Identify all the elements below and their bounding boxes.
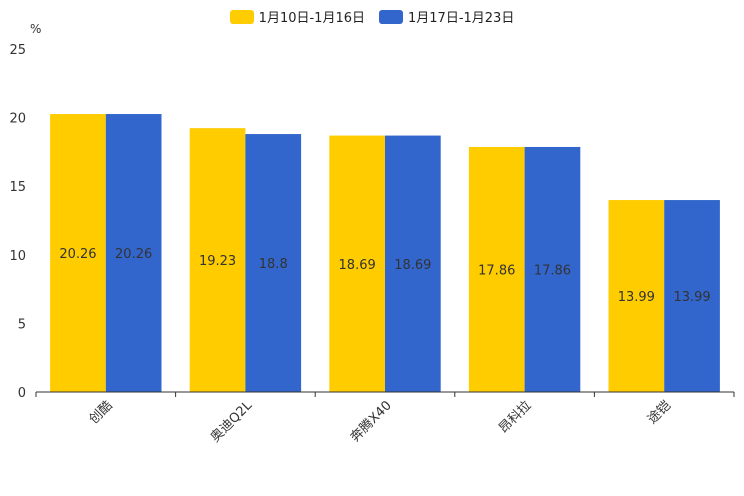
bar-2-2[interactable] bbox=[245, 134, 302, 392]
y-tick-label-10: 10 bbox=[9, 249, 26, 264]
legend-item-series-1[interactable]: 1月10日-1月16日 bbox=[229, 7, 365, 26]
y-tick-label-15: 15 bbox=[9, 180, 26, 195]
bar-1-5[interactable] bbox=[608, 200, 665, 392]
data-label-2-1: 20.26 bbox=[115, 247, 152, 262]
data-label-1-2: 19.23 bbox=[199, 254, 236, 269]
data-label-2-3: 18.69 bbox=[394, 258, 431, 273]
bar-1-4[interactable] bbox=[468, 146, 525, 392]
data-label-1-4: 17.86 bbox=[478, 263, 515, 278]
legend-swatch-series-2 bbox=[379, 9, 403, 24]
data-label-2-4: 17.86 bbox=[534, 263, 571, 278]
legend-label-series-1: 1月10日-1月16日 bbox=[258, 11, 365, 26]
x-tick-label-5: 途铠 bbox=[644, 398, 674, 428]
x-tick-label-4: 昂科拉 bbox=[496, 398, 534, 436]
bar-1-2[interactable] bbox=[189, 128, 246, 392]
legend-item-series-2[interactable]: 1月17日-1月23日 bbox=[379, 7, 514, 26]
data-label-1-5: 13.99 bbox=[618, 290, 655, 305]
bar-2-3[interactable] bbox=[385, 135, 441, 393]
legend: 1月10日-1月16日 1月17日-1月23日 bbox=[0, 7, 744, 26]
bar-2-4[interactable] bbox=[524, 146, 581, 392]
x-tick-label-2: 奥迪Q2L bbox=[208, 398, 256, 446]
data-label-2-5: 13.99 bbox=[673, 290, 710, 305]
y-tick-label-20: 20 bbox=[9, 112, 26, 127]
bar-2-5[interactable] bbox=[664, 200, 720, 392]
bar-1-1[interactable] bbox=[50, 114, 106, 392]
data-label-2-2: 18.8 bbox=[259, 257, 288, 272]
y-tick-label-5: 5 bbox=[18, 317, 26, 332]
data-label-1-1: 20.26 bbox=[59, 247, 96, 262]
bar-1-3[interactable] bbox=[329, 135, 385, 393]
legend-swatch-series-1 bbox=[229, 9, 254, 24]
x-tick-label-1: 创酷 bbox=[87, 398, 116, 427]
y-tick-label-25: 25 bbox=[9, 43, 26, 58]
legend-label-series-2: 1月17日-1月23日 bbox=[408, 11, 515, 26]
bar-2-1[interactable] bbox=[105, 114, 162, 392]
y-tick-label-0: 0 bbox=[18, 386, 26, 401]
y-axis-unit: % bbox=[30, 22, 42, 36]
x-tick-label-3: 奔腾X40 bbox=[347, 398, 395, 446]
data-label-1-3: 18.69 bbox=[339, 258, 376, 273]
